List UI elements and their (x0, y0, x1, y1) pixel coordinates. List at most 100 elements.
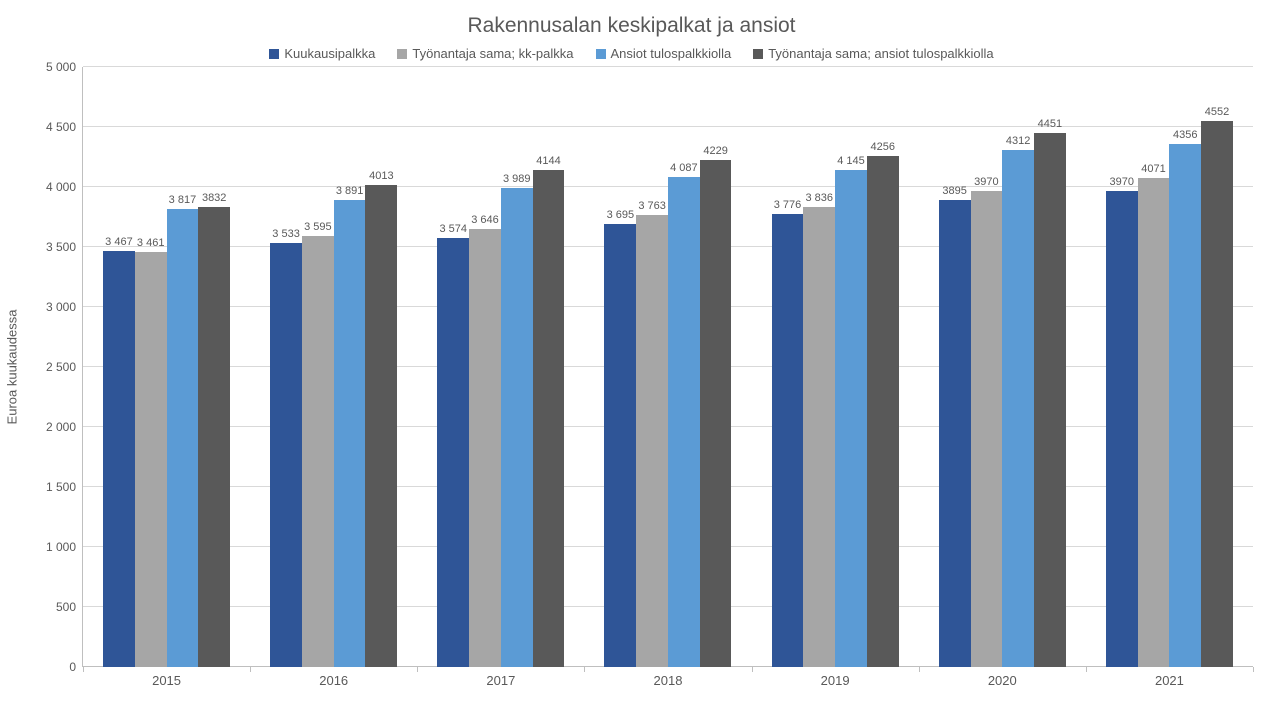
legend-swatch-icon (596, 49, 606, 59)
bar: 4071 (1138, 178, 1170, 667)
bar: 3970 (971, 191, 1003, 667)
x-tick-label: 2018 (654, 673, 683, 688)
plot-area-outer: Euroa kuukaudessa 05001 0001 5002 0002 5… (10, 67, 1253, 667)
legend-label: Kuukausipalkka (284, 46, 375, 61)
bar-group: 3895397043124451 (919, 67, 1086, 667)
bar: 4356 (1169, 144, 1201, 667)
y-tick-label: 1 500 (46, 480, 76, 494)
bar: 3 817 (167, 209, 199, 667)
legend-swatch-icon (269, 49, 279, 59)
bar: 4144 (533, 170, 565, 667)
y-tick-label: 0 (69, 660, 76, 674)
bar-value-label: 3 467 (105, 236, 133, 248)
bar: 3895 (939, 200, 971, 667)
bar-value-label: 4229 (703, 145, 727, 157)
bar-value-label: 4013 (369, 170, 393, 182)
bar-value-label: 3832 (202, 192, 226, 204)
bar-value-label: 3 461 (137, 237, 165, 249)
bar-value-label: 3 891 (336, 185, 364, 197)
x-tick-mark (752, 667, 753, 672)
bar: 4 145 (835, 170, 867, 667)
bar: 3 891 (334, 200, 366, 667)
y-axis-ticks: 05001 0001 5002 0002 5003 0003 5004 0004… (38, 67, 82, 667)
bar: 3970 (1106, 191, 1138, 667)
y-axis-label-wrap: Euroa kuukaudessa (10, 67, 38, 667)
bar-group: 3 7763 8364 1454256 (752, 67, 919, 667)
legend-item-3: Työnantaja sama; ansiot tulospalkkiolla (753, 46, 993, 61)
x-tick-mark (919, 667, 920, 672)
x-tick-mark (417, 667, 418, 672)
bar-value-label: 4451 (1038, 118, 1062, 130)
bar: 3 763 (636, 215, 668, 667)
x-tick-label: 2015 (152, 673, 181, 688)
bar-value-label: 4356 (1173, 129, 1197, 141)
bar-value-label: 3 776 (774, 199, 802, 211)
y-tick-label: 4 500 (46, 120, 76, 134)
bar-value-label: 4144 (536, 155, 560, 167)
legend-item-2: Ansiot tulospalkkiolla (596, 46, 732, 61)
bar: 4013 (365, 185, 397, 667)
legend-label: Työnantaja sama; ansiot tulospalkkiolla (768, 46, 993, 61)
bar-group: 3 4673 4613 8173832 (83, 67, 250, 667)
x-tick-label: 2016 (319, 673, 348, 688)
x-tick-label: 2017 (486, 673, 515, 688)
plot-area: 2015201620172018201920202021 3 4673 4613… (82, 67, 1253, 667)
bar-value-label: 3 817 (169, 194, 197, 206)
bar-value-label: 4 145 (837, 155, 865, 167)
x-tick-mark (250, 667, 251, 672)
chart-title: Rakennusalan keskipalkat ja ansiot (10, 14, 1253, 38)
y-tick-label: 5 000 (46, 60, 76, 74)
x-tick-mark (83, 667, 84, 672)
legend-label: Ansiot tulospalkkiolla (611, 46, 732, 61)
legend-item-0: Kuukausipalkka (269, 46, 375, 61)
bar: 3832 (198, 207, 230, 667)
bar-value-label: 3 646 (471, 214, 499, 226)
bar-value-label: 4 087 (670, 162, 698, 174)
legend-label: Työnantaja sama; kk-palkka (412, 46, 573, 61)
y-axis-label: Euroa kuukaudessa (5, 310, 20, 425)
x-tick-label: 2021 (1155, 673, 1184, 688)
bar-value-label: 3 763 (638, 200, 666, 212)
bar: 3 574 (437, 238, 469, 667)
legend-swatch-icon (753, 49, 763, 59)
bar-value-label: 3 595 (304, 221, 332, 233)
bar: 4312 (1002, 150, 1034, 667)
chart-legend: Kuukausipalkka Työnantaja sama; kk-palkk… (10, 46, 1253, 61)
legend-item-1: Työnantaja sama; kk-palkka (397, 46, 573, 61)
bar-value-label: 3 836 (805, 192, 833, 204)
bar: 4451 (1034, 133, 1066, 667)
x-tick-mark (584, 667, 585, 672)
bar-value-label: 4552 (1205, 106, 1229, 118)
x-axis-ticks: 2015201620172018201920202021 (83, 667, 1253, 691)
bar: 3 533 (270, 243, 302, 667)
bar: 3 461 (135, 252, 167, 667)
y-tick-label: 2 500 (46, 360, 76, 374)
bar-group: 3 5333 5953 8914013 (250, 67, 417, 667)
bar-value-label: 4312 (1006, 135, 1030, 147)
bar-value-label: 3 533 (272, 228, 300, 240)
bar-value-label: 3970 (1110, 176, 1134, 188)
y-tick-label: 4 000 (46, 180, 76, 194)
bar-group: 3970407143564552 (1086, 67, 1253, 667)
y-tick-label: 3 500 (46, 240, 76, 254)
x-tick-label: 2020 (988, 673, 1017, 688)
bar-value-label: 3970 (974, 176, 998, 188)
bar: 4256 (867, 156, 899, 667)
bar-group: 3 5743 6463 9894144 (417, 67, 584, 667)
bar: 3 467 (103, 251, 135, 667)
y-tick-label: 2 000 (46, 420, 76, 434)
bar: 3 646 (469, 229, 501, 667)
bar: 3 695 (604, 224, 636, 667)
bar-value-label: 3895 (942, 185, 966, 197)
y-tick-label: 1 000 (46, 540, 76, 554)
x-tick-mark (1253, 667, 1254, 672)
bar: 4 087 (668, 177, 700, 667)
bar-value-label: 3 989 (503, 173, 531, 185)
bar: 3 836 (803, 207, 835, 667)
bar-value-label: 4071 (1141, 163, 1165, 175)
bar: 4552 (1201, 121, 1233, 667)
y-tick-label: 3 000 (46, 300, 76, 314)
bar: 3 595 (302, 236, 334, 667)
chart-container: Rakennusalan keskipalkat ja ansiot Kuuka… (0, 0, 1273, 714)
bar-value-label: 3 574 (439, 223, 467, 235)
